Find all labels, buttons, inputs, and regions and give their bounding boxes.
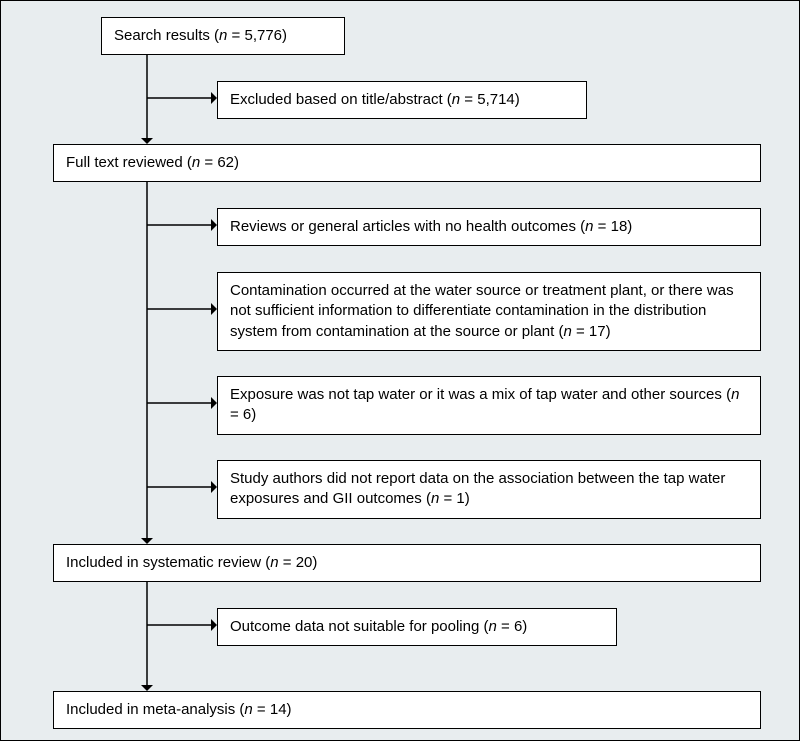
box-excl-contamination: Contamination occurred at the water sour… [217,272,761,351]
n-symbol: n [270,554,278,571]
text: Study authors did not report data on the… [230,470,725,507]
box-excl-reviews: Reviews or general articles with no heal… [217,208,761,246]
text: = 17) [572,323,611,340]
flowchart-canvas: Search results (n = 5,776) Excluded base… [0,0,800,741]
n-symbol: n [489,618,497,635]
text: = 5,714) [460,91,520,108]
text: Reviews or general articles with no heal… [230,218,585,235]
text: Full text reviewed ( [66,154,192,171]
text: Exposure was not tap water or it was a m… [230,386,731,403]
text: = 20) [279,554,318,571]
text: Included in meta-analysis ( [66,701,244,718]
box-excl-exposure: Exposure was not tap water or it was a m… [217,376,761,435]
box-excl-pooling: Outcome data not suitable for pooling (n… [217,608,617,646]
box-systematic-review: Included in systematic review (n = 20) [53,544,761,582]
text: = 5,776) [227,27,287,44]
text: = 18) [594,218,633,235]
text: = 1) [439,490,469,507]
text: Contamination occurred at the water sour… [230,282,734,340]
text: Search results ( [114,27,219,44]
box-search-results: Search results (n = 5,776) [101,17,345,55]
text: Excluded based on title/abstract ( [230,91,452,108]
text: Included in systematic review ( [66,554,270,571]
box-excluded-title-abstract: Excluded based on title/abstract (n = 5,… [217,81,587,119]
text: = 6) [230,406,256,423]
text: Outcome data not suitable for pooling ( [230,618,489,635]
box-full-text-reviewed: Full text reviewed (n = 62) [53,144,761,182]
box-excl-no-data: Study authors did not report data on the… [217,460,761,519]
n-symbol: n [731,386,739,403]
n-symbol: n [585,218,593,235]
text: = 6) [497,618,527,635]
n-symbol: n [563,323,571,340]
n-symbol: n [192,154,200,171]
text: = 62) [200,154,239,171]
text: = 14) [253,701,292,718]
n-symbol: n [244,701,252,718]
box-meta-analysis: Included in meta-analysis (n = 14) [53,691,761,729]
n-symbol: n [452,91,460,108]
